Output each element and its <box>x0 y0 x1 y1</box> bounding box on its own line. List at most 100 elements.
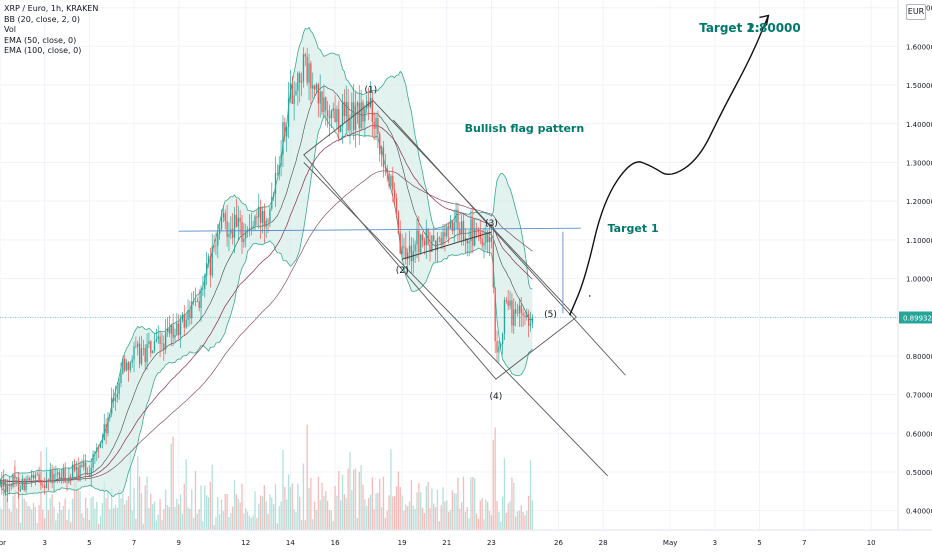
candle-body <box>135 346 137 348</box>
candle-body <box>425 229 427 246</box>
volume-bar <box>347 468 349 530</box>
currency-selector[interactable]: EUR <box>906 4 926 20</box>
candle-body <box>226 221 228 238</box>
candle-body <box>418 230 420 253</box>
candle-body <box>373 122 375 129</box>
candle-body <box>118 383 120 394</box>
volume-bar <box>291 483 293 530</box>
volume-bar <box>507 503 509 530</box>
legend-ema100[interactable]: EMA (100, close, 0) <box>4 46 82 55</box>
time-tick-label: 26 <box>554 539 563 547</box>
candle-body <box>81 465 83 467</box>
volume-bar <box>338 471 340 530</box>
candle-body <box>27 478 29 481</box>
volume-bar <box>25 501 27 530</box>
candle-body <box>490 237 493 242</box>
volume-bar <box>44 518 46 530</box>
candle-body <box>17 477 20 491</box>
volume-bar <box>259 495 262 530</box>
candle-body <box>379 133 381 155</box>
volume-bar <box>222 511 225 530</box>
legend-bb[interactable]: BB (20, close, 2, 0) <box>4 14 80 24</box>
volume-bar <box>163 509 165 530</box>
volume-bar <box>418 483 420 530</box>
volume-bar <box>326 500 329 530</box>
volume-bar <box>191 489 193 530</box>
candle-body <box>366 101 368 109</box>
drawings[interactable]: (1) (2) (3) (4) (5) Target 2:1.80000 Bullish f… <box>178 14 801 477</box>
volume-bar <box>328 510 331 530</box>
volume-bar <box>205 495 208 530</box>
time-tick-label: 3 <box>713 539 717 547</box>
candle-body <box>457 209 459 229</box>
volume-bar <box>511 477 513 530</box>
candle-body <box>282 121 284 155</box>
candle-body <box>332 108 334 111</box>
volume-bar <box>233 480 236 530</box>
wave-label: (2) <box>396 266 409 276</box>
candle-body <box>514 309 517 314</box>
candle-body <box>447 226 450 229</box>
time-tick-label: 5 <box>757 539 761 547</box>
volume-bar <box>70 522 72 530</box>
candle-body <box>77 467 79 481</box>
volume-bar <box>505 512 507 530</box>
candle-body <box>466 238 468 244</box>
candle-body <box>111 397 113 414</box>
volume-bar <box>274 484 277 530</box>
candle-body <box>47 479 50 482</box>
volume-bar <box>408 501 411 530</box>
candle-body <box>19 489 22 491</box>
volume-bar <box>3 495 5 530</box>
candle-body <box>431 235 433 253</box>
candle-body <box>299 73 301 83</box>
volume-bar <box>453 493 455 530</box>
volume-bar <box>92 496 94 530</box>
candle-body <box>492 241 494 288</box>
volume-bar <box>401 495 403 530</box>
legend-symbol[interactable]: XRP / Euro, 1h, KRAKEN <box>4 4 99 13</box>
candle-body <box>187 310 189 320</box>
candle-body <box>501 333 504 345</box>
candle-body <box>8 485 10 486</box>
volume-bar <box>459 508 461 530</box>
candle-body <box>317 84 319 104</box>
time-tick-label: 9 <box>176 539 180 547</box>
candle-body <box>328 116 331 119</box>
volume-bar <box>166 504 169 530</box>
candle-body <box>38 474 40 480</box>
candle-body <box>137 343 139 347</box>
candle-body <box>343 101 346 117</box>
volume-bar <box>252 515 254 530</box>
volume-bar <box>226 493 228 530</box>
wave-label: (1) <box>364 85 377 95</box>
ema-50 <box>0 125 533 483</box>
candle-body <box>86 474 89 475</box>
legend-ema50[interactable]: EMA (50, close, 0) <box>4 35 77 45</box>
candle-body <box>129 362 131 371</box>
candle-body <box>233 214 236 238</box>
volume-bar <box>29 506 31 530</box>
candle-body <box>446 226 448 237</box>
candle-body <box>444 232 446 237</box>
volume-bar <box>122 493 124 530</box>
candle-body <box>312 85 314 89</box>
candle-body <box>477 229 480 233</box>
price-tick-label: 1.20000 <box>906 198 932 206</box>
volume-bar <box>446 500 448 530</box>
projection-curve <box>568 15 770 316</box>
time-tick-label: 16 <box>331 539 340 547</box>
candle-body <box>148 341 150 345</box>
legend-vol[interactable]: Vol <box>4 25 16 34</box>
volume-bar <box>382 476 385 530</box>
volume-bar <box>390 449 392 530</box>
candle-body <box>468 241 470 244</box>
candle-body <box>198 301 200 308</box>
candle-body <box>142 348 144 349</box>
volume-bar <box>289 487 292 530</box>
candle-body <box>211 246 213 276</box>
volume-bar <box>466 507 468 530</box>
